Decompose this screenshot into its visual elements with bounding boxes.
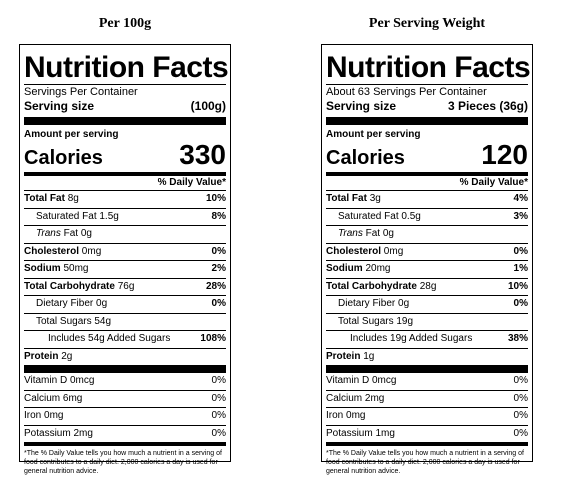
servings-per-container: About 63 Servings Per Container xyxy=(326,86,487,98)
vitamin-d-row: Vitamin D 0mcg 0% xyxy=(24,375,226,386)
dietary-fiber-row: Dietary Fiber 0g 0% xyxy=(326,295,528,313)
amount-per-serving: Amount per serving xyxy=(24,129,119,140)
servings-per-container: Servings Per Container xyxy=(24,86,138,98)
total-carb-row: Total Carbohydrate 28g 10% xyxy=(326,277,528,296)
nutrition-facts-title: Nutrition Facts xyxy=(24,51,229,84)
protein-row: Protein 2g xyxy=(24,347,226,366)
dietary-fiber-row: Dietary Fiber 0g 0% xyxy=(24,295,226,313)
right-nutrition-label: Nutrition Facts About 63 Servings Per Co… xyxy=(321,44,533,475)
daily-value-header: % Daily Value* xyxy=(157,177,226,188)
left-column-title: Per 100g xyxy=(98,16,152,31)
serving-size: Serving size 3 Pieces (36g) xyxy=(326,99,528,113)
calories-value: 330 xyxy=(179,139,226,170)
daily-value-header: % Daily Value* xyxy=(459,177,528,188)
footnote: *The % Daily Value tells you how much a … xyxy=(326,450,524,475)
nutrition-facts-title: Nutrition Facts xyxy=(326,51,531,84)
footnote: *The % Daily Value tells you how much a … xyxy=(24,450,222,475)
calories-row: Calories 330 xyxy=(24,139,226,170)
sodium-row: Sodium 50mg 2% xyxy=(24,260,226,278)
protein-row: Protein 1g xyxy=(326,347,528,366)
calories-row: Calories 120 xyxy=(326,139,528,170)
iron-row: Iron 0mg 0% xyxy=(24,407,226,425)
added-sugars-row: Includes 19g Added Sugars 38% xyxy=(326,330,528,348)
iron-row: Iron 0mg 0% xyxy=(326,407,528,425)
potassium-row: Potassium 2mg 0% xyxy=(24,424,226,443)
total-fat-row: Total Fat 8g 10% xyxy=(24,190,226,208)
total-carb-row: Total Carbohydrate 76g 28% xyxy=(24,277,226,296)
sodium-row: Sodium 20mg 1% xyxy=(326,260,528,278)
amount-per-serving: Amount per serving xyxy=(326,129,421,140)
calcium-row: Calcium 6mg 0% xyxy=(24,389,226,408)
saturated-fat-row: Saturated Fat 1.5g 8% xyxy=(24,207,226,226)
saturated-fat-row: Saturated Fat 0.5g 3% xyxy=(326,207,528,226)
cholesterol-row: Cholesterol 0mg 0% xyxy=(24,242,226,261)
calcium-row: Calcium 2mg 0% xyxy=(326,389,528,408)
serving-size: Serving size (100g) xyxy=(24,99,226,113)
right-column-title: Per Serving Weight xyxy=(368,16,486,31)
added-sugars-row: Includes 54g Added Sugars 108% xyxy=(24,330,226,348)
total-sugars-row: Total Sugars 54g xyxy=(24,312,226,331)
cholesterol-row: Cholesterol 0mg 0% xyxy=(326,242,528,261)
potassium-row: Potassium 1mg 0% xyxy=(326,424,528,443)
left-nutrition-label: Nutrition Facts Servings Per Container S… xyxy=(19,44,231,475)
calories-value: 120 xyxy=(481,139,528,170)
vitamin-d-row: Vitamin D 0mcg 0% xyxy=(326,375,528,386)
total-fat-row: Total Fat 3g 4% xyxy=(326,190,528,208)
total-sugars-row: Total Sugars 19g xyxy=(326,312,528,331)
trans-fat-row: Trans Fat 0g xyxy=(326,225,528,243)
trans-fat-row: Trans Fat 0g xyxy=(24,225,226,243)
